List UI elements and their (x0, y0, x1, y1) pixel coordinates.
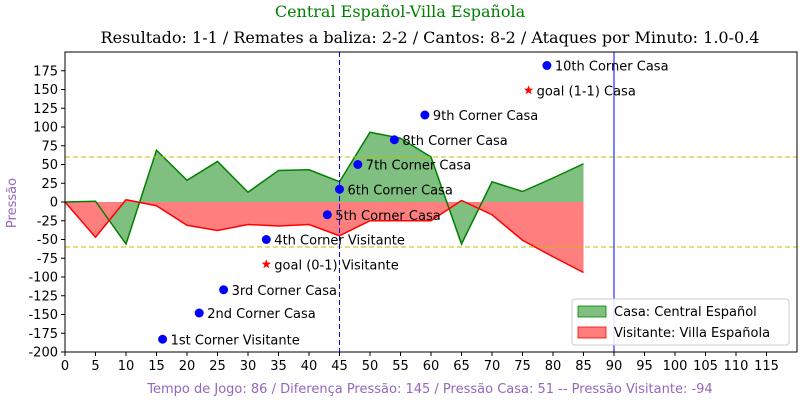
y-tick-label: -75 (37, 252, 58, 267)
pressure-areas (65, 132, 584, 273)
event-label-11: goal (1-1) Casa (537, 84, 636, 99)
event-label-10: goal (0-1) Visitante (274, 258, 398, 273)
x-tick-label: 110 (724, 359, 749, 374)
x-tick-label: 80 (545, 359, 562, 374)
y-tick-label: 100 (33, 121, 58, 136)
event-label-2: 3rd Corner Casa (232, 284, 337, 299)
y-tick-label: 125 (33, 102, 58, 117)
y-axis-label: Pressão (5, 178, 20, 228)
event-label-6: 7th Corner Casa (366, 159, 471, 174)
series-line-0 (64, 131, 584, 246)
x-tick-label: 50 (362, 359, 379, 374)
y-tick-label: -125 (28, 289, 58, 304)
x-tick-label: 35 (270, 359, 287, 374)
x-tick-label: 105 (693, 359, 718, 374)
legend-box (571, 298, 790, 346)
y-tick-label: -25 (37, 214, 58, 229)
x-tick-label: 45 (331, 359, 348, 374)
corner-marker-9 (542, 61, 552, 70)
event-label-7: 8th Corner Casa (402, 134, 507, 149)
goal-marker-10 (261, 259, 272, 269)
y-tick-label: 0 (50, 196, 58, 211)
y-tick-label: -200 (28, 346, 58, 361)
event-label-4: 5th Corner Casa (335, 209, 440, 224)
y-tick-label: -100 (28, 271, 58, 286)
x-tick-label: 60 (423, 359, 440, 374)
x-tick-label: 25 (209, 359, 226, 374)
corner-marker-6 (353, 160, 363, 169)
x-axis-label: Tempo de Jogo: 86 / Diferença Pressão: 1… (146, 382, 712, 397)
event-label-1: 2nd Corner Casa (207, 307, 316, 322)
chart-title: Resultado: 1-1 / Remates a baliza: 2-2 /… (101, 28, 760, 47)
x-tick-label: 95 (636, 359, 653, 374)
corner-marker-5 (335, 184, 344, 194)
legend-label-0: Casa: Central Español (614, 305, 757, 320)
legend: Casa: Central Español Visitante: Villa Es… (571, 298, 790, 346)
event-label-8: 9th Corner Casa (433, 109, 538, 124)
event-label-3: 4th Corner Visitante (274, 234, 405, 249)
corner-marker-4 (322, 210, 332, 220)
x-tick-label: 115 (754, 359, 779, 374)
legend-swatch-1 (577, 326, 607, 339)
corner-marker-7 (389, 135, 399, 145)
x-tick-label: 5 (91, 359, 99, 374)
y-tick-label: 25 (41, 177, 58, 192)
goal-marker-11 (523, 85, 534, 95)
x-tick-label: 70 (484, 359, 501, 374)
x-tick-label: 0 (61, 359, 69, 374)
x-tick-label: 65 (453, 359, 470, 374)
event-label-5: 6th Corner Casa (348, 183, 453, 198)
axes: 0 5 10 15 20 25 30 35 40 45 50 55 60 65 70 75 80 85 90 95 10… (28, 51, 798, 374)
series-area-1 (65, 199, 584, 273)
pressure-lines (64, 131, 584, 274)
series-line-1 (64, 198, 584, 274)
x-tick-label: 85 (575, 359, 592, 374)
corner-marker-0 (158, 334, 168, 344)
corner-marker-8 (420, 110, 430, 120)
corner-marker-2 (219, 285, 229, 295)
x-tick-label: 75 (514, 359, 531, 374)
y-tick-label: 175 (33, 64, 58, 79)
event-markers: 1st Corner Visitante 2nd Corner Casa 3rd C… (158, 60, 669, 348)
x-tick-label: 55 (392, 359, 409, 374)
y-tick-label: -175 (28, 327, 58, 342)
y-tick-label: 75 (41, 139, 58, 154)
legend-label-1: Visitante: Villa Española (614, 326, 770, 341)
y-tick-label: 50 (41, 158, 58, 173)
x-tick-label: 100 (663, 359, 688, 374)
corner-marker-1 (194, 308, 204, 318)
legend-swatch-0 (577, 305, 607, 318)
x-tick-label: 30 (240, 359, 257, 374)
corner-marker-3 (261, 235, 271, 244)
y-tick-label: 150 (33, 83, 58, 98)
x-tick-label: 40 (301, 359, 318, 374)
x-tick-label: 20 (179, 359, 196, 374)
x-tick-label: 90 (606, 359, 623, 374)
y-tick-label: -150 (28, 308, 58, 323)
x-tick-label: 15 (148, 359, 165, 374)
event-label-0: 1st Corner Visitante (171, 333, 300, 348)
x-tick-label: 10 (118, 359, 135, 374)
series-area-0 (65, 132, 584, 244)
y-tick-label: -50 (37, 233, 58, 248)
match-title: Central Español-Villa Española (275, 2, 526, 21)
event-label-9: 10th Corner Casa (555, 60, 669, 75)
